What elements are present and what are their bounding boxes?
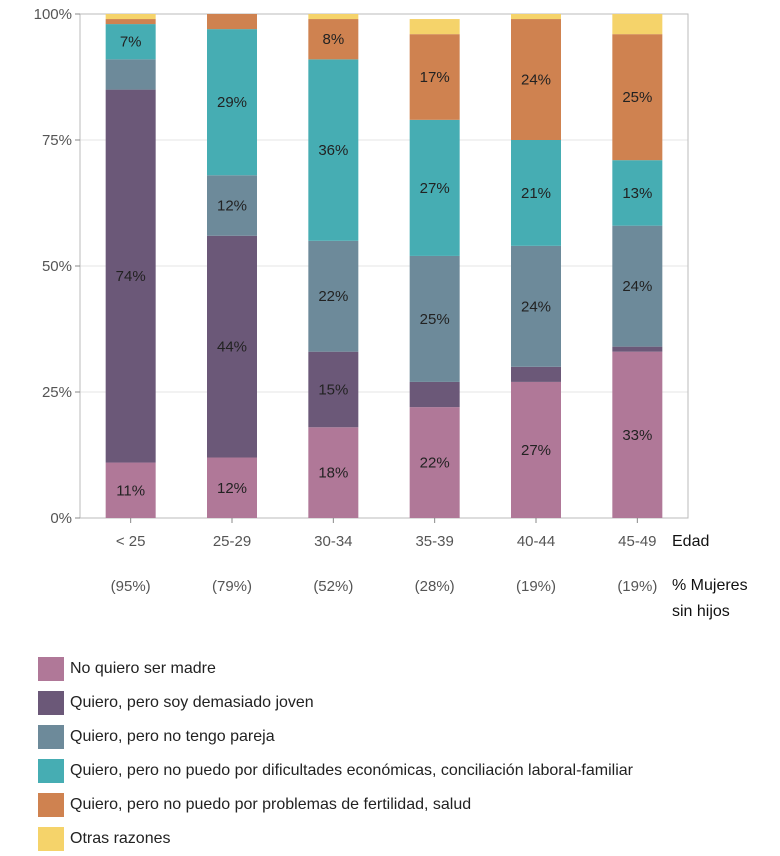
data-label: 7% xyxy=(120,34,142,51)
bar-segment xyxy=(612,34,663,161)
bar-segment xyxy=(308,351,359,428)
bar-segment xyxy=(207,235,257,458)
data-label: 12% xyxy=(217,480,247,497)
bar-segment xyxy=(409,119,460,256)
legend-swatch xyxy=(38,657,64,681)
legend-swatch xyxy=(38,691,64,715)
bar-segment xyxy=(612,346,663,352)
data-label: 22% xyxy=(318,288,348,305)
bar-segment xyxy=(308,14,359,20)
data-label: 24% xyxy=(521,72,551,89)
data-label: 74% xyxy=(116,268,146,285)
legend-label: Quiero, pero no puedo por problemas de f… xyxy=(70,796,472,813)
category-sublabel: (28%) xyxy=(415,578,455,595)
category-sublabel: (95%) xyxy=(111,578,151,595)
stacked-bar-chart: 0% 25% 50% 75% 100% 11% 74% 7% < 25 (95%) 12% 44% 12… xyxy=(34,6,748,620)
y-tick-label: 100% xyxy=(34,6,72,23)
data-label: 13% xyxy=(622,185,652,202)
bar-segment xyxy=(409,255,460,382)
bar-segment xyxy=(105,89,156,463)
bar-segment xyxy=(308,59,359,241)
bar-segment xyxy=(409,381,460,408)
data-label: 25% xyxy=(420,311,450,328)
data-label: 29% xyxy=(217,94,247,111)
y-tick-label: 50% xyxy=(42,258,72,275)
bar-segment xyxy=(105,24,156,60)
y-tick-label: 0% xyxy=(50,510,72,527)
bar-segment xyxy=(511,19,561,140)
x-axis-title: Edad xyxy=(672,533,709,550)
legend-item: No quiero ser madre xyxy=(38,652,633,686)
bar-segment xyxy=(511,14,561,20)
bar-segment xyxy=(105,59,156,90)
data-label: 12% xyxy=(217,198,247,215)
bar-segment xyxy=(207,175,257,236)
legend-label: No quiero ser madre xyxy=(70,660,216,677)
category-label: 30-34 xyxy=(314,533,352,550)
legend-label: Otras razones xyxy=(70,830,171,847)
y-tick-label: 25% xyxy=(42,384,72,401)
data-label: 21% xyxy=(521,185,551,202)
bar-segment xyxy=(207,457,257,518)
data-label: 33% xyxy=(622,427,652,444)
data-label: 18% xyxy=(318,465,348,482)
legend-item: Quiero, pero no puedo por problemas de f… xyxy=(38,788,633,822)
bar-segment xyxy=(308,240,359,352)
category-sublabel: (19%) xyxy=(516,578,556,595)
bar-segment xyxy=(105,19,156,25)
bar-segment xyxy=(511,140,561,246)
data-label: 25% xyxy=(622,89,652,106)
data-label: 44% xyxy=(217,339,247,356)
data-label: 24% xyxy=(521,298,551,315)
category-label: 40-44 xyxy=(517,533,555,550)
sublabel-title-line2: sin hijos xyxy=(672,603,730,620)
legend-item: Otras razones xyxy=(38,822,633,856)
bar-segment xyxy=(612,160,663,226)
category-sublabel: (79%) xyxy=(212,578,252,595)
data-label: 22% xyxy=(420,455,450,472)
bar-segment xyxy=(105,14,156,20)
legend-swatch xyxy=(38,725,64,749)
bar-segment xyxy=(207,14,257,30)
legend-swatch xyxy=(38,827,64,851)
data-label: 8% xyxy=(322,31,344,48)
category-sublabel: (52%) xyxy=(313,578,353,595)
y-tick-label: 75% xyxy=(42,132,72,149)
category-sublabel: (19%) xyxy=(617,578,657,595)
bar-segment xyxy=(207,29,257,176)
legend: No quiero ser madre Quiero, pero soy dema… xyxy=(38,652,633,856)
data-label: 27% xyxy=(420,180,450,197)
bar-segment xyxy=(409,19,460,35)
category-label: 35-39 xyxy=(415,533,453,550)
legend-item: Quiero, pero no tengo pareja xyxy=(38,720,633,754)
category-label: 45-49 xyxy=(618,533,656,550)
legend-item: Quiero, pero soy demasiado joven xyxy=(38,686,633,720)
bar-segment xyxy=(612,14,663,35)
legend-label: Quiero, pero no puedo por dificultades e… xyxy=(70,762,633,779)
bar-segment xyxy=(612,351,663,518)
data-label: 36% xyxy=(318,142,348,159)
bar-segment xyxy=(612,225,663,347)
legend-swatch xyxy=(38,759,64,783)
legend-swatch xyxy=(38,793,64,817)
data-label: 15% xyxy=(318,381,348,398)
bar-segment xyxy=(105,462,156,518)
bar-segment xyxy=(308,19,359,60)
bar-segment xyxy=(511,381,561,518)
bar-segment xyxy=(511,366,561,382)
bar-segment xyxy=(511,245,561,367)
data-label: 17% xyxy=(420,69,450,86)
data-label: 11% xyxy=(116,482,145,499)
legend-label: Quiero, pero soy demasiado joven xyxy=(70,694,314,711)
legend-label: Quiero, pero no tengo pareja xyxy=(70,728,275,745)
bar-segment xyxy=(409,34,460,120)
category-label: 25-29 xyxy=(213,533,251,550)
data-label: 24% xyxy=(622,278,652,295)
bar-segment xyxy=(409,407,460,518)
category-label: < 25 xyxy=(116,533,146,550)
data-label: 27% xyxy=(521,442,551,459)
legend-item: Quiero, pero no puedo por dificultades e… xyxy=(38,754,633,788)
sublabel-title-line1: % Mujeres xyxy=(672,577,748,594)
bar-segment xyxy=(308,427,359,518)
